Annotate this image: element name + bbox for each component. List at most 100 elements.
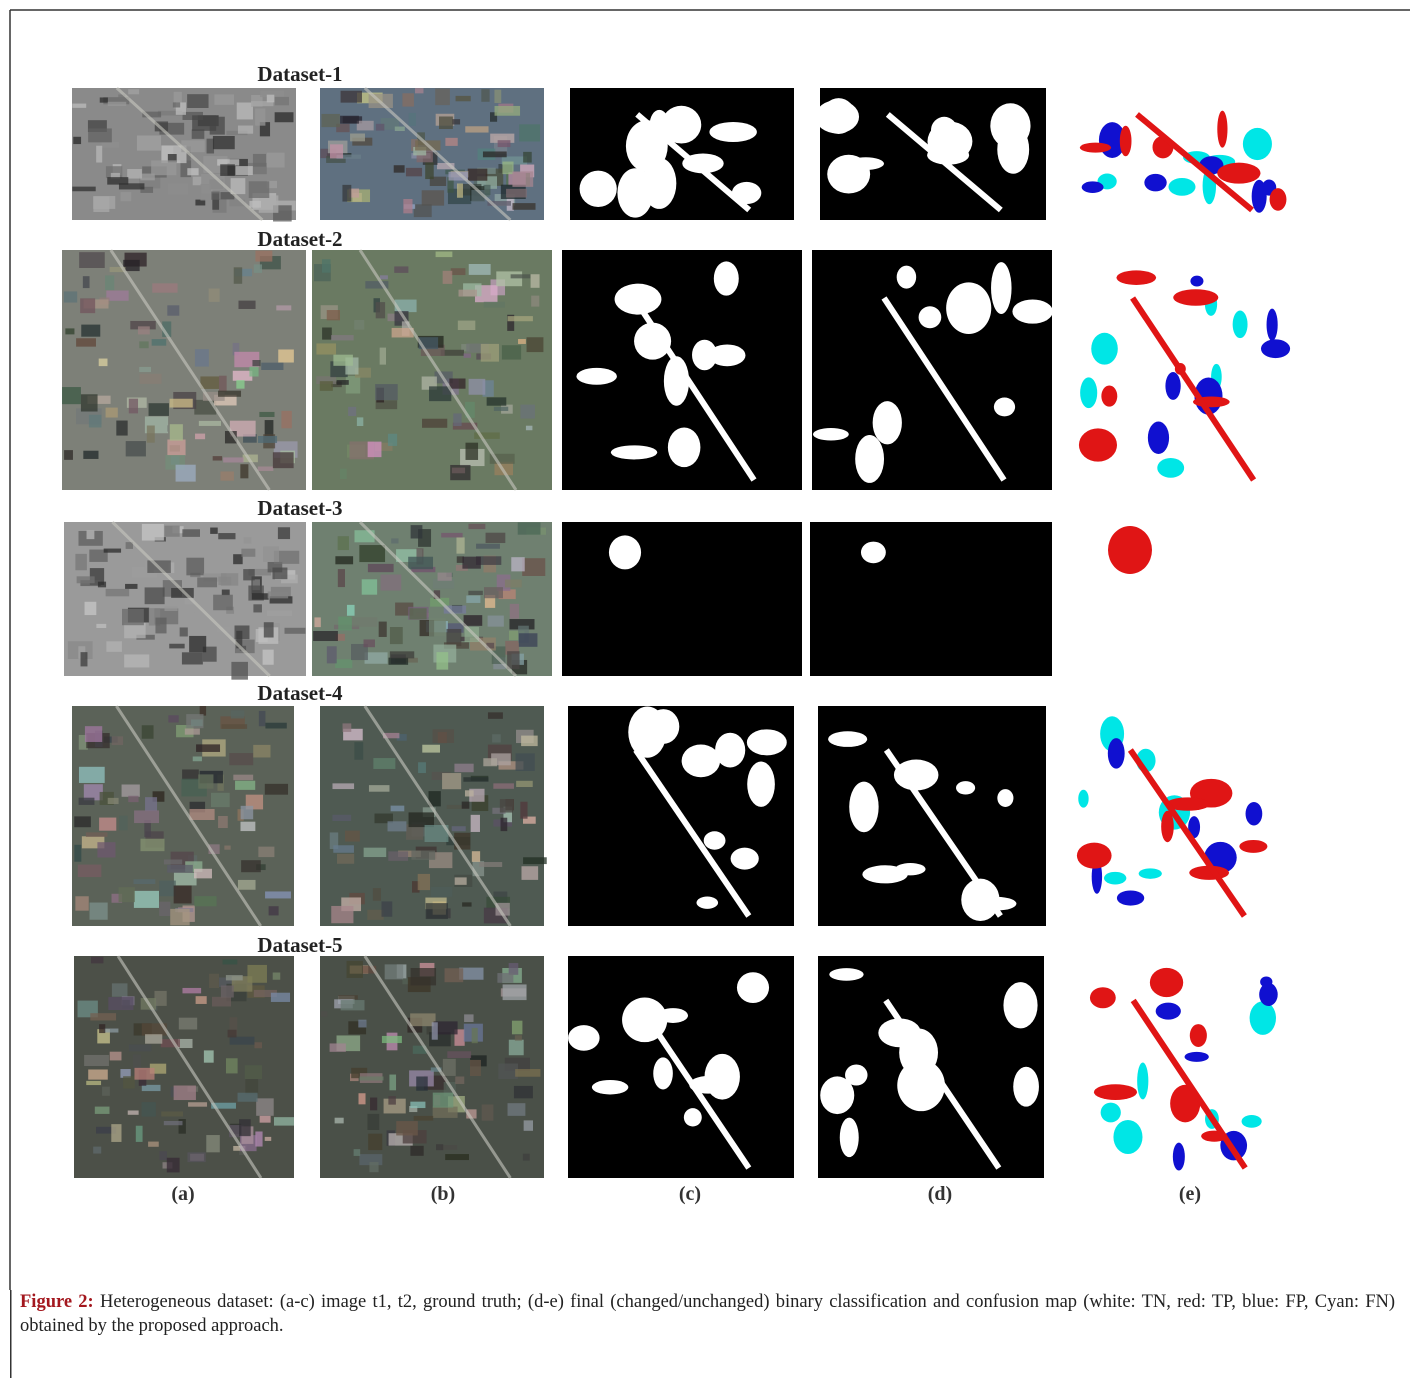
photo-texture	[185, 728, 200, 734]
panel	[570, 88, 794, 220]
photo-texture	[101, 142, 119, 148]
confusion-blob	[1246, 802, 1263, 826]
photo-texture	[187, 168, 198, 175]
photo-texture	[464, 1014, 473, 1022]
photo-texture	[394, 266, 408, 272]
photo-texture	[83, 451, 98, 459]
photo-texture	[112, 736, 123, 745]
photo-texture	[213, 456, 222, 460]
photo-texture	[192, 115, 216, 131]
confusion-blob	[1157, 458, 1184, 478]
change-blob	[991, 262, 1012, 314]
photo-texture	[409, 812, 434, 827]
photo-texture	[503, 984, 527, 1000]
photo-texture	[479, 862, 502, 867]
photo-texture	[126, 441, 146, 456]
photo-texture	[368, 442, 382, 458]
photo-texture	[121, 192, 132, 201]
photo-texture	[275, 112, 294, 122]
change-blob	[845, 1065, 867, 1086]
panel	[72, 88, 296, 222]
confusion-blob	[1137, 1062, 1148, 1099]
confusion-blob	[1267, 309, 1278, 341]
photo-texture	[80, 298, 95, 313]
photo-texture	[258, 436, 277, 443]
photo-texture	[436, 1144, 443, 1150]
photo-texture	[81, 652, 88, 666]
photo-texture	[452, 826, 466, 831]
photo-texture	[354, 320, 364, 330]
photo-texture	[176, 465, 196, 482]
photo-texture	[445, 1154, 469, 1160]
photo-texture	[463, 777, 488, 781]
photo-texture	[465, 790, 474, 796]
photo-texture	[327, 310, 340, 320]
photo-texture	[167, 440, 185, 456]
photo-texture	[226, 1058, 238, 1073]
confusion-blob	[1108, 738, 1125, 769]
change-blob	[956, 781, 975, 794]
photo-texture	[388, 434, 397, 446]
photo-texture	[422, 419, 447, 428]
photo-texture	[159, 1151, 167, 1160]
photo-texture	[462, 557, 480, 569]
photo-texture	[376, 302, 385, 318]
photo-texture	[365, 652, 388, 663]
photo-texture	[159, 902, 170, 916]
photo-texture	[333, 355, 353, 366]
photo-texture	[169, 644, 184, 649]
photo-texture	[147, 426, 155, 443]
photo-texture	[197, 577, 217, 587]
photo-texture	[111, 1124, 121, 1142]
photo-texture	[200, 184, 211, 201]
photo-texture	[179, 1018, 197, 1030]
photo-texture	[186, 714, 203, 728]
change-blob	[709, 344, 746, 366]
photo-texture	[84, 1055, 109, 1066]
figure: Dataset-1Dataset-2Dataset-3Dataset-4Data…	[0, 0, 1410, 1290]
photo-texture	[370, 1098, 377, 1111]
photo-texture	[244, 537, 252, 543]
photo-texture	[514, 1086, 533, 1098]
change-blob	[895, 863, 925, 875]
confusion-map	[1060, 522, 1302, 676]
confusion-blob	[1080, 143, 1111, 153]
photo-texture	[509, 963, 519, 975]
column-label: (e)	[1179, 1183, 1201, 1205]
photo-texture	[72, 104, 86, 108]
dataset-title: Dataset-1	[257, 62, 342, 86]
photo-texture	[174, 1086, 196, 1101]
change-blob	[897, 1060, 945, 1111]
photo-texture	[112, 983, 128, 996]
photo-texture	[78, 865, 102, 878]
photo-texture	[252, 593, 269, 599]
photo-texture	[206, 1135, 220, 1152]
change-blob	[1003, 982, 1037, 1028]
photo-texture	[411, 851, 435, 860]
photo-texture	[338, 536, 349, 550]
photo-texture	[333, 845, 354, 852]
photo-texture	[122, 785, 140, 797]
photo-texture	[85, 726, 102, 742]
photo-texture	[255, 251, 272, 262]
change-blob	[709, 122, 756, 142]
photo-texture	[465, 126, 488, 132]
photo-texture	[429, 618, 446, 636]
photo-texture	[331, 335, 354, 340]
confusion-blob	[1261, 339, 1290, 358]
photo-texture	[98, 582, 106, 588]
photo-texture	[516, 753, 535, 771]
photo-texture	[373, 888, 381, 901]
photo-texture	[193, 756, 202, 761]
photo-texture	[388, 821, 407, 831]
panel	[810, 522, 1052, 676]
panel	[812, 250, 1053, 490]
photo-texture	[235, 781, 255, 790]
photo-texture	[396, 1121, 418, 1135]
photo-texture	[443, 1059, 456, 1076]
photo-texture	[459, 290, 477, 297]
panel	[818, 706, 1046, 926]
photo-texture	[285, 628, 306, 634]
photo-texture	[229, 753, 253, 765]
photo-texture	[515, 1035, 522, 1040]
